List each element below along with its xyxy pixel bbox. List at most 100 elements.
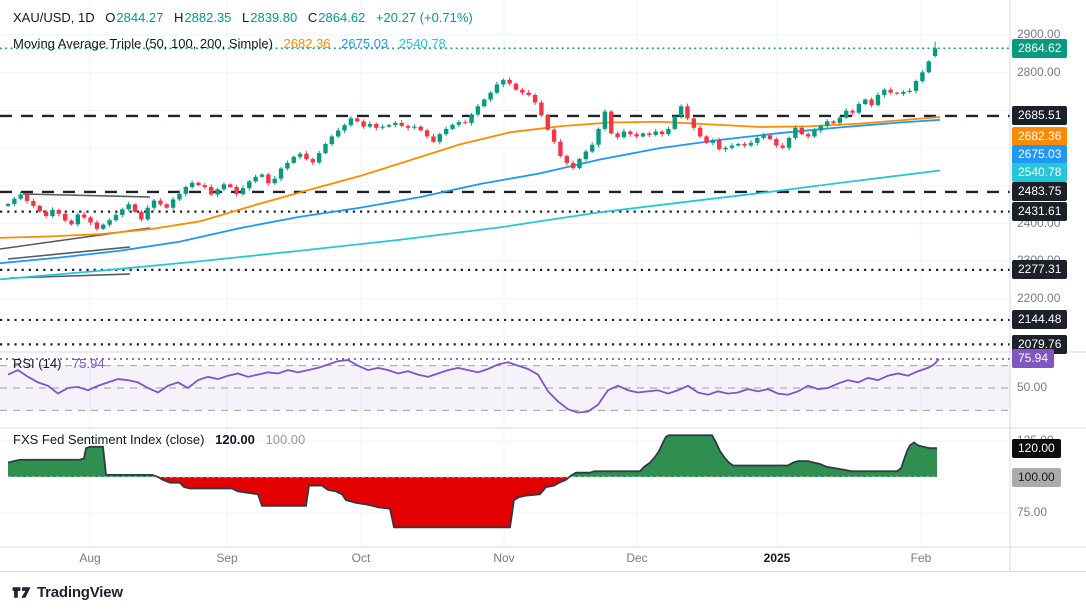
candle-body — [640, 133, 646, 137]
candle-body — [837, 117, 843, 123]
candle — [18, 191, 23, 201]
rsi-band — [0, 365, 1010, 411]
tradingview-logo-text: TradingView — [37, 584, 123, 601]
candle — [659, 130, 665, 137]
chart-canvas[interactable] — [0, 0, 1086, 572]
candle — [640, 132, 646, 138]
candle — [837, 115, 843, 126]
candle — [875, 92, 881, 107]
candle-body — [285, 162, 290, 169]
candle — [278, 166, 284, 182]
candle-body — [113, 214, 119, 221]
candle — [501, 78, 506, 88]
candle-body — [126, 204, 131, 210]
candle — [342, 123, 347, 134]
candle-body — [386, 125, 392, 127]
candle-body — [132, 204, 138, 212]
ma-line-orange — [0, 116, 941, 239]
symbol-title: XAU/USD, 1D — [13, 10, 95, 25]
candle-body — [380, 126, 385, 128]
candle — [767, 134, 773, 141]
candle-body — [18, 194, 23, 199]
candle — [82, 211, 87, 220]
candle-body — [888, 89, 893, 93]
candle-body — [412, 126, 417, 128]
candle — [507, 77, 512, 86]
ohlc-legend[interactable]: XAU/USD, 1D O2844.27 H2882.35 L2839.80 C… — [13, 10, 473, 25]
candle-body — [685, 106, 690, 119]
candle — [615, 131, 620, 140]
price-badge: 2864.62 — [1012, 38, 1068, 58]
time-label-Nov[interactable]: Nov — [493, 551, 515, 565]
candle — [361, 119, 366, 129]
candle-body — [710, 140, 716, 143]
time-label-Feb[interactable]: Feb — [910, 551, 932, 565]
candle — [50, 207, 55, 218]
candle-body — [228, 184, 233, 187]
time-label-Dec[interactable]: Dec — [626, 551, 648, 565]
candle — [526, 90, 531, 97]
candle-body — [43, 211, 49, 217]
price-badge: 2682.36 — [1012, 126, 1068, 146]
candle — [463, 119, 468, 125]
candle-body — [850, 110, 855, 113]
candle — [685, 103, 690, 120]
candle — [297, 151, 303, 160]
candle-body — [526, 92, 531, 95]
candle — [94, 220, 100, 231]
candle — [37, 204, 42, 213]
rsi-line — [7, 358, 940, 414]
candle — [221, 182, 227, 192]
candle-body — [691, 118, 696, 128]
candle-body — [659, 131, 665, 135]
candle-body — [570, 162, 576, 169]
candle — [75, 212, 81, 227]
candle — [647, 131, 652, 138]
candle-body — [844, 110, 849, 118]
candle-body — [170, 199, 176, 208]
time-label-Oct[interactable]: Oct — [351, 551, 371, 565]
candle — [177, 191, 182, 201]
candle-body — [456, 122, 462, 125]
tradingview-logo[interactable]: TradingView — [12, 584, 123, 601]
candle — [367, 121, 373, 129]
candle-body — [907, 90, 912, 92]
candle-body — [164, 204, 169, 208]
candle — [164, 203, 169, 209]
time-label-2025[interactable]: 2025 — [763, 551, 791, 565]
candles-layer — [5, 41, 938, 231]
candle — [443, 126, 449, 137]
candle-body — [177, 193, 182, 200]
candle-body — [507, 79, 512, 84]
candle — [691, 116, 696, 131]
sentiment-legend[interactable]: FXS Fed Sentiment Index (close) 120.00 1… — [13, 432, 305, 447]
time-label-Sep[interactable]: Sep — [216, 551, 238, 565]
candle — [266, 172, 271, 186]
candle — [926, 60, 931, 74]
candle — [374, 122, 379, 131]
candle — [628, 130, 633, 137]
candle — [723, 146, 728, 152]
price-badge: 2277.31 — [1012, 260, 1068, 280]
candle-body — [94, 222, 100, 229]
time-label-Aug[interactable]: Aug — [79, 551, 101, 565]
candle-body — [799, 127, 804, 135]
rsi-legend[interactable]: RSI (14) 75.94 — [13, 356, 105, 371]
candle-body — [145, 207, 150, 220]
candle-body — [704, 136, 709, 143]
candle — [901, 90, 906, 97]
price-badge: 2483.75 — [1012, 182, 1068, 202]
candle — [202, 183, 208, 190]
candle — [329, 134, 335, 147]
ma-legend[interactable]: Moving Average Triple (50, 100, 200, Sim… — [13, 36, 446, 51]
candle — [742, 142, 747, 148]
price-badge: 2540.78 — [1012, 162, 1068, 182]
candle-body — [482, 99, 487, 107]
ma200-value: 2540.78 — [398, 36, 446, 51]
candle-body — [761, 135, 766, 138]
candle-body — [672, 116, 677, 129]
candle-body — [82, 214, 87, 218]
candle-body — [786, 137, 792, 148]
candle-body — [628, 131, 633, 135]
